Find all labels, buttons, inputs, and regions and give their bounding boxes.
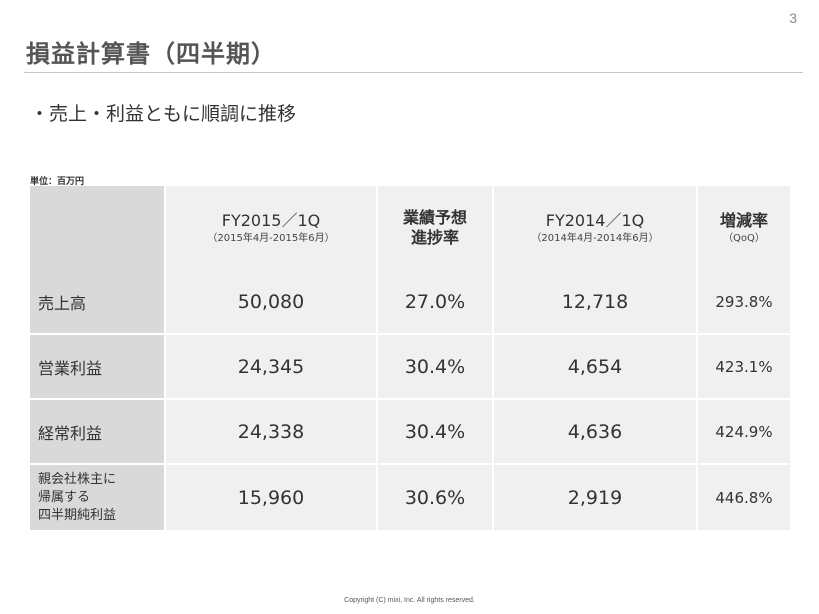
cell-qoq: 293.8% bbox=[698, 270, 790, 335]
page-title: 損益計算書（四半期） bbox=[26, 40, 276, 68]
row-label-line: 帰属する bbox=[38, 489, 91, 505]
header-progress-line2: 進捗率 bbox=[410, 228, 459, 247]
cell-fy2015: 24,345 bbox=[166, 335, 378, 400]
header-progress-line1: 業績予想 bbox=[402, 208, 467, 227]
header-fy2014: FY2014／1Q （2014年4月-2014年6月） bbox=[494, 186, 698, 270]
cell-qoq: 424.9% bbox=[698, 400, 790, 465]
cell-progress: 27.0% bbox=[378, 270, 494, 335]
cell-fy2015: 50,080 bbox=[166, 270, 378, 335]
cell-qoq: 446.8% bbox=[698, 465, 790, 530]
page-number: 3 bbox=[789, 10, 797, 26]
copyright-notice: Copyright (C) mixi, Inc. All rights rese… bbox=[344, 597, 475, 604]
cell-qoq: 423.1% bbox=[698, 335, 790, 400]
row-label-line: 親会社株主に bbox=[38, 471, 117, 487]
cell-fy2014: 4,654 bbox=[494, 335, 698, 400]
summary-bullet: ・売上・利益ともに順調に推移 bbox=[30, 103, 297, 125]
header-qoq-sub: （QoQ） bbox=[723, 232, 765, 244]
cell-progress: 30.4% bbox=[378, 335, 494, 400]
header-qoq-title: 増減率 bbox=[719, 210, 768, 230]
table-header-row: FY2015／1Q （2015年4月-2015年6月） 業績予想 進捗率 FY2… bbox=[30, 186, 790, 270]
header-progress: 業績予想 進捗率 bbox=[378, 186, 494, 270]
row-label-operating-profit: 営業利益 bbox=[30, 335, 166, 400]
header-qoq: 増減率 （QoQ） bbox=[698, 186, 790, 270]
header-fy2015: FY2015／1Q （2015年4月-2015年6月） bbox=[166, 186, 378, 270]
unit-label: 単位：百万円 bbox=[30, 177, 85, 187]
table-row: 営業利益 24,345 30.4% 4,654 423.1% bbox=[30, 335, 790, 400]
table-row: 売上高 50,080 27.0% 12,718 293.8% bbox=[30, 270, 790, 335]
cell-fy2015: 15,960 bbox=[166, 465, 378, 530]
row-label-line: 四半期純利益 bbox=[38, 507, 117, 523]
cell-fy2014: 2,919 bbox=[494, 465, 698, 530]
row-label-ordinary-profit: 経常利益 bbox=[30, 400, 166, 465]
row-label-net-income: 親会社株主に 帰属する 四半期純利益 bbox=[30, 465, 166, 530]
title-divider bbox=[24, 72, 803, 73]
cell-progress: 30.6% bbox=[378, 465, 494, 530]
header-corner-cell bbox=[30, 186, 166, 270]
header-fy2014-period: （2014年4月-2014年6月） bbox=[531, 232, 659, 244]
cell-progress: 30.4% bbox=[378, 400, 494, 465]
cell-fy2014: 4,636 bbox=[494, 400, 698, 465]
table-row: 経常利益 24,338 30.4% 4,636 424.9% bbox=[30, 400, 790, 465]
header-fy2015-period: （2015年4月-2015年6月） bbox=[207, 232, 335, 244]
row-label-sales: 売上高 bbox=[30, 270, 166, 335]
header-fy2015-title: FY2015／1Q bbox=[221, 210, 321, 230]
cell-fy2015: 24,338 bbox=[166, 400, 378, 465]
header-fy2014-title: FY2014／1Q bbox=[545, 210, 645, 230]
income-statement-table: FY2015／1Q （2015年4月-2015年6月） 業績予想 進捗率 FY2… bbox=[30, 186, 790, 530]
table-row: 親会社株主に 帰属する 四半期純利益 15,960 30.6% 2,919 44… bbox=[30, 465, 790, 530]
cell-fy2014: 12,718 bbox=[494, 270, 698, 335]
